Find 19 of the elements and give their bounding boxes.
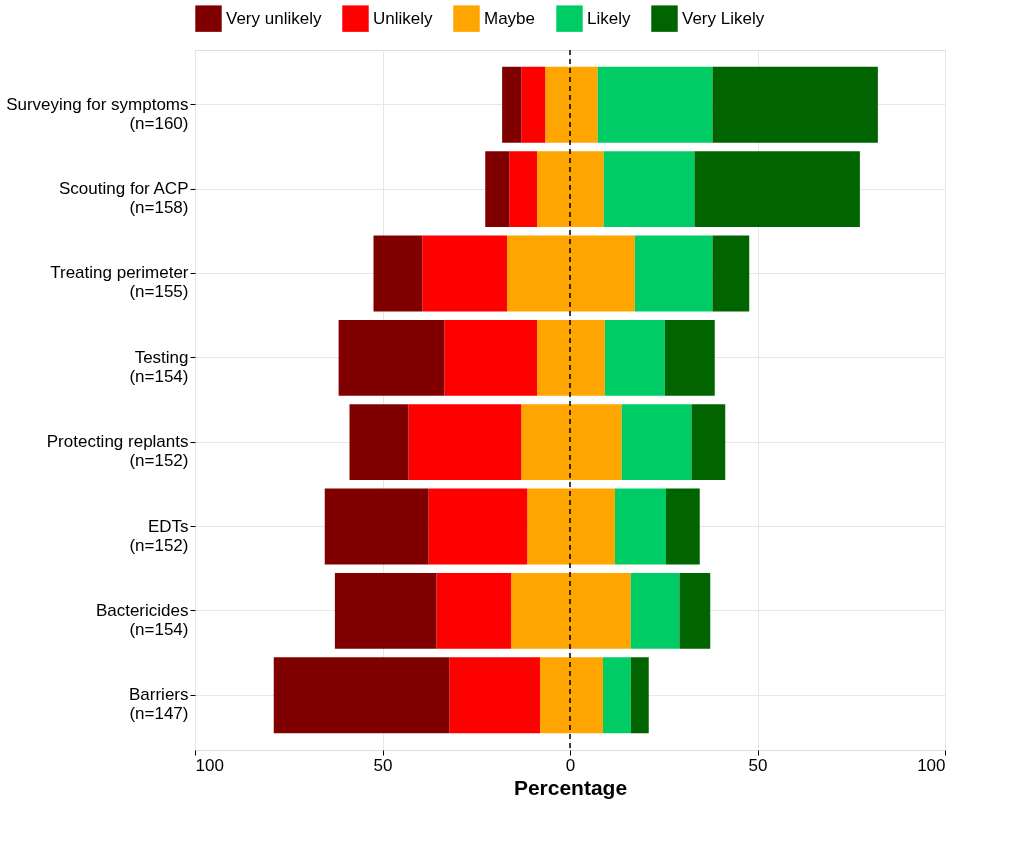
legend-label: Maybe — [484, 8, 536, 28]
x-tick-label: 50 — [748, 755, 768, 775]
y-tick-label: Testing (n=154) — [129, 347, 189, 386]
y-tick-label: Treating perimeter (n=155) — [50, 263, 189, 302]
legend-label: Likely — [587, 8, 631, 28]
y-tick-label: Barriers (n=147) — [128, 685, 189, 724]
y-tick-label: Bactericides (n=154) — [95, 600, 189, 639]
legend-label: Unlikely — [373, 8, 434, 28]
legend-label: Very unlikely — [226, 8, 322, 28]
y-tick-label: EDTs (n=152) — [129, 516, 189, 555]
y-tick-label: Scouting for ACP (n=158) — [59, 179, 189, 218]
x-axis-title: Percentage — [513, 775, 628, 799]
x-tick-label: 0 — [565, 755, 576, 775]
legend-label: Very Likely — [682, 8, 765, 28]
y-tick-label: Protecting replants (n=152) — [46, 432, 189, 471]
y-tick-label: Surveying for symptoms (n=160) — [6, 94, 189, 133]
x-tick-label: 100 — [917, 755, 946, 775]
x-tick-label: 100 — [195, 755, 224, 775]
x-tick-label: 50 — [373, 755, 393, 775]
